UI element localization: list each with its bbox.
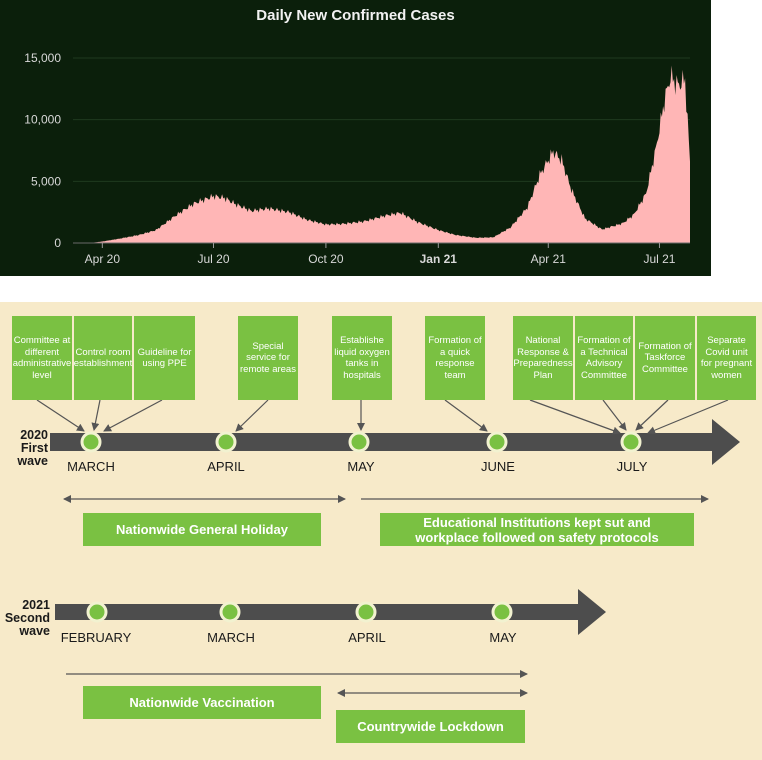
response-timeline: Committee at different administrative le… xyxy=(0,302,762,760)
month-label: JUNE xyxy=(481,459,515,474)
month-label: APRIL xyxy=(207,459,245,474)
pointer-line xyxy=(36,399,85,432)
callout-technical-advisory: Formation of a Technical Advisory Commit… xyxy=(575,316,633,400)
wave1-timeline-arrow xyxy=(50,419,740,465)
timeline-dot-march-2021 xyxy=(219,601,241,623)
callout-taskforce-committee: Formation of Taskforce Committee xyxy=(635,316,695,400)
callout-ppe-guideline: Guideline for using PPE xyxy=(134,316,195,400)
pointer-line xyxy=(235,399,269,432)
callout-remote-areas: Special service for remote areas xyxy=(238,316,298,400)
y-tick-label: 0 xyxy=(54,236,61,250)
timeline-dot-may xyxy=(348,431,370,453)
callout-control-room: Control room establishment xyxy=(74,316,132,400)
timeline-dot-june xyxy=(486,431,508,453)
timeline-dot-may-2021 xyxy=(491,601,513,623)
wave1-text: First wave xyxy=(17,441,48,468)
pointer-line xyxy=(647,399,729,435)
month-label: MARCH xyxy=(67,459,115,474)
timeline-dot-april xyxy=(215,431,237,453)
daily-cases-area xyxy=(73,65,690,243)
x-tick-label: Apr 21 xyxy=(531,252,567,266)
x-tick-label: Jul 21 xyxy=(643,252,675,266)
callout-quick-response-team: Formation of a quick response team xyxy=(425,316,485,400)
callout-committee-admin-level: Committee at different administrative le… xyxy=(12,316,72,400)
pointer-line xyxy=(635,399,669,431)
wave2-dots xyxy=(86,601,513,623)
y-tick-label: 5,000 xyxy=(31,174,61,188)
callout-oxygen-tanks: Establishe liquid oxygen tanks in hospit… xyxy=(332,316,392,400)
vaccination-period-bar: Nationwide Vaccination xyxy=(83,686,321,719)
chart-title: Daily New Confirmed Cases xyxy=(256,7,455,24)
callout-pregnant-women-unit: Separate Covid unit for pregnant women xyxy=(697,316,756,400)
x-tick-label: Oct 20 xyxy=(308,252,344,266)
pointer-line xyxy=(444,399,488,432)
month-label: FEBRUARY xyxy=(60,630,132,645)
pointer-line xyxy=(602,399,627,431)
x-tick-label: Jul 20 xyxy=(197,252,229,266)
timeline-dot-february xyxy=(86,601,108,623)
timeline-graphics xyxy=(36,399,740,697)
pointer-line xyxy=(529,399,621,435)
wave2-text: Second wave xyxy=(4,611,50,638)
month-label: MAY xyxy=(489,630,517,645)
y-tick-label: 15,000 xyxy=(24,51,61,65)
x-tick-label: Jan 21 xyxy=(420,252,458,266)
y-tick-label: 10,000 xyxy=(24,113,61,127)
lockdown-period-bar: Countrywide Lockdown xyxy=(336,710,525,743)
x-tick-label: Apr 20 xyxy=(85,252,121,266)
wave1-dots xyxy=(80,431,642,453)
pointer-line xyxy=(103,399,163,432)
span-arrows xyxy=(63,495,709,697)
pointer-lines xyxy=(36,399,729,435)
cases-chart-panel: 0 5,000 10,000 15,000 Apr 20 Jul 20 Oct 20 Jan … xyxy=(0,0,711,276)
wave2-label: 2021 Second wave xyxy=(2,599,50,638)
month-label: JULY xyxy=(616,459,648,474)
wave2-timeline-arrow xyxy=(55,589,606,635)
wave1-year: 2020 xyxy=(20,428,48,442)
month-label: MAY xyxy=(347,459,375,474)
month-label: MARCH xyxy=(207,630,255,645)
pointer-line xyxy=(91,399,101,431)
timeline-dot-april-2021 xyxy=(355,601,377,623)
callout-national-response-plan: National Response & Preparedness Plan xyxy=(513,316,573,400)
holiday-period-bar: Nationwide General Holiday xyxy=(83,513,321,546)
month-label: APRIL xyxy=(348,630,386,645)
wave1-label: 2020 First wave xyxy=(4,429,48,468)
timeline-dot-march xyxy=(80,431,102,453)
timeline-dot-july xyxy=(620,431,642,453)
cases-chart: 0 5,000 10,000 15,000 Apr 20 Jul 20 Oct 20 Jan … xyxy=(24,51,690,266)
education-period-bar: Educational Institutions kept sut and wo… xyxy=(380,513,694,546)
wave2-year: 2021 xyxy=(22,598,50,612)
